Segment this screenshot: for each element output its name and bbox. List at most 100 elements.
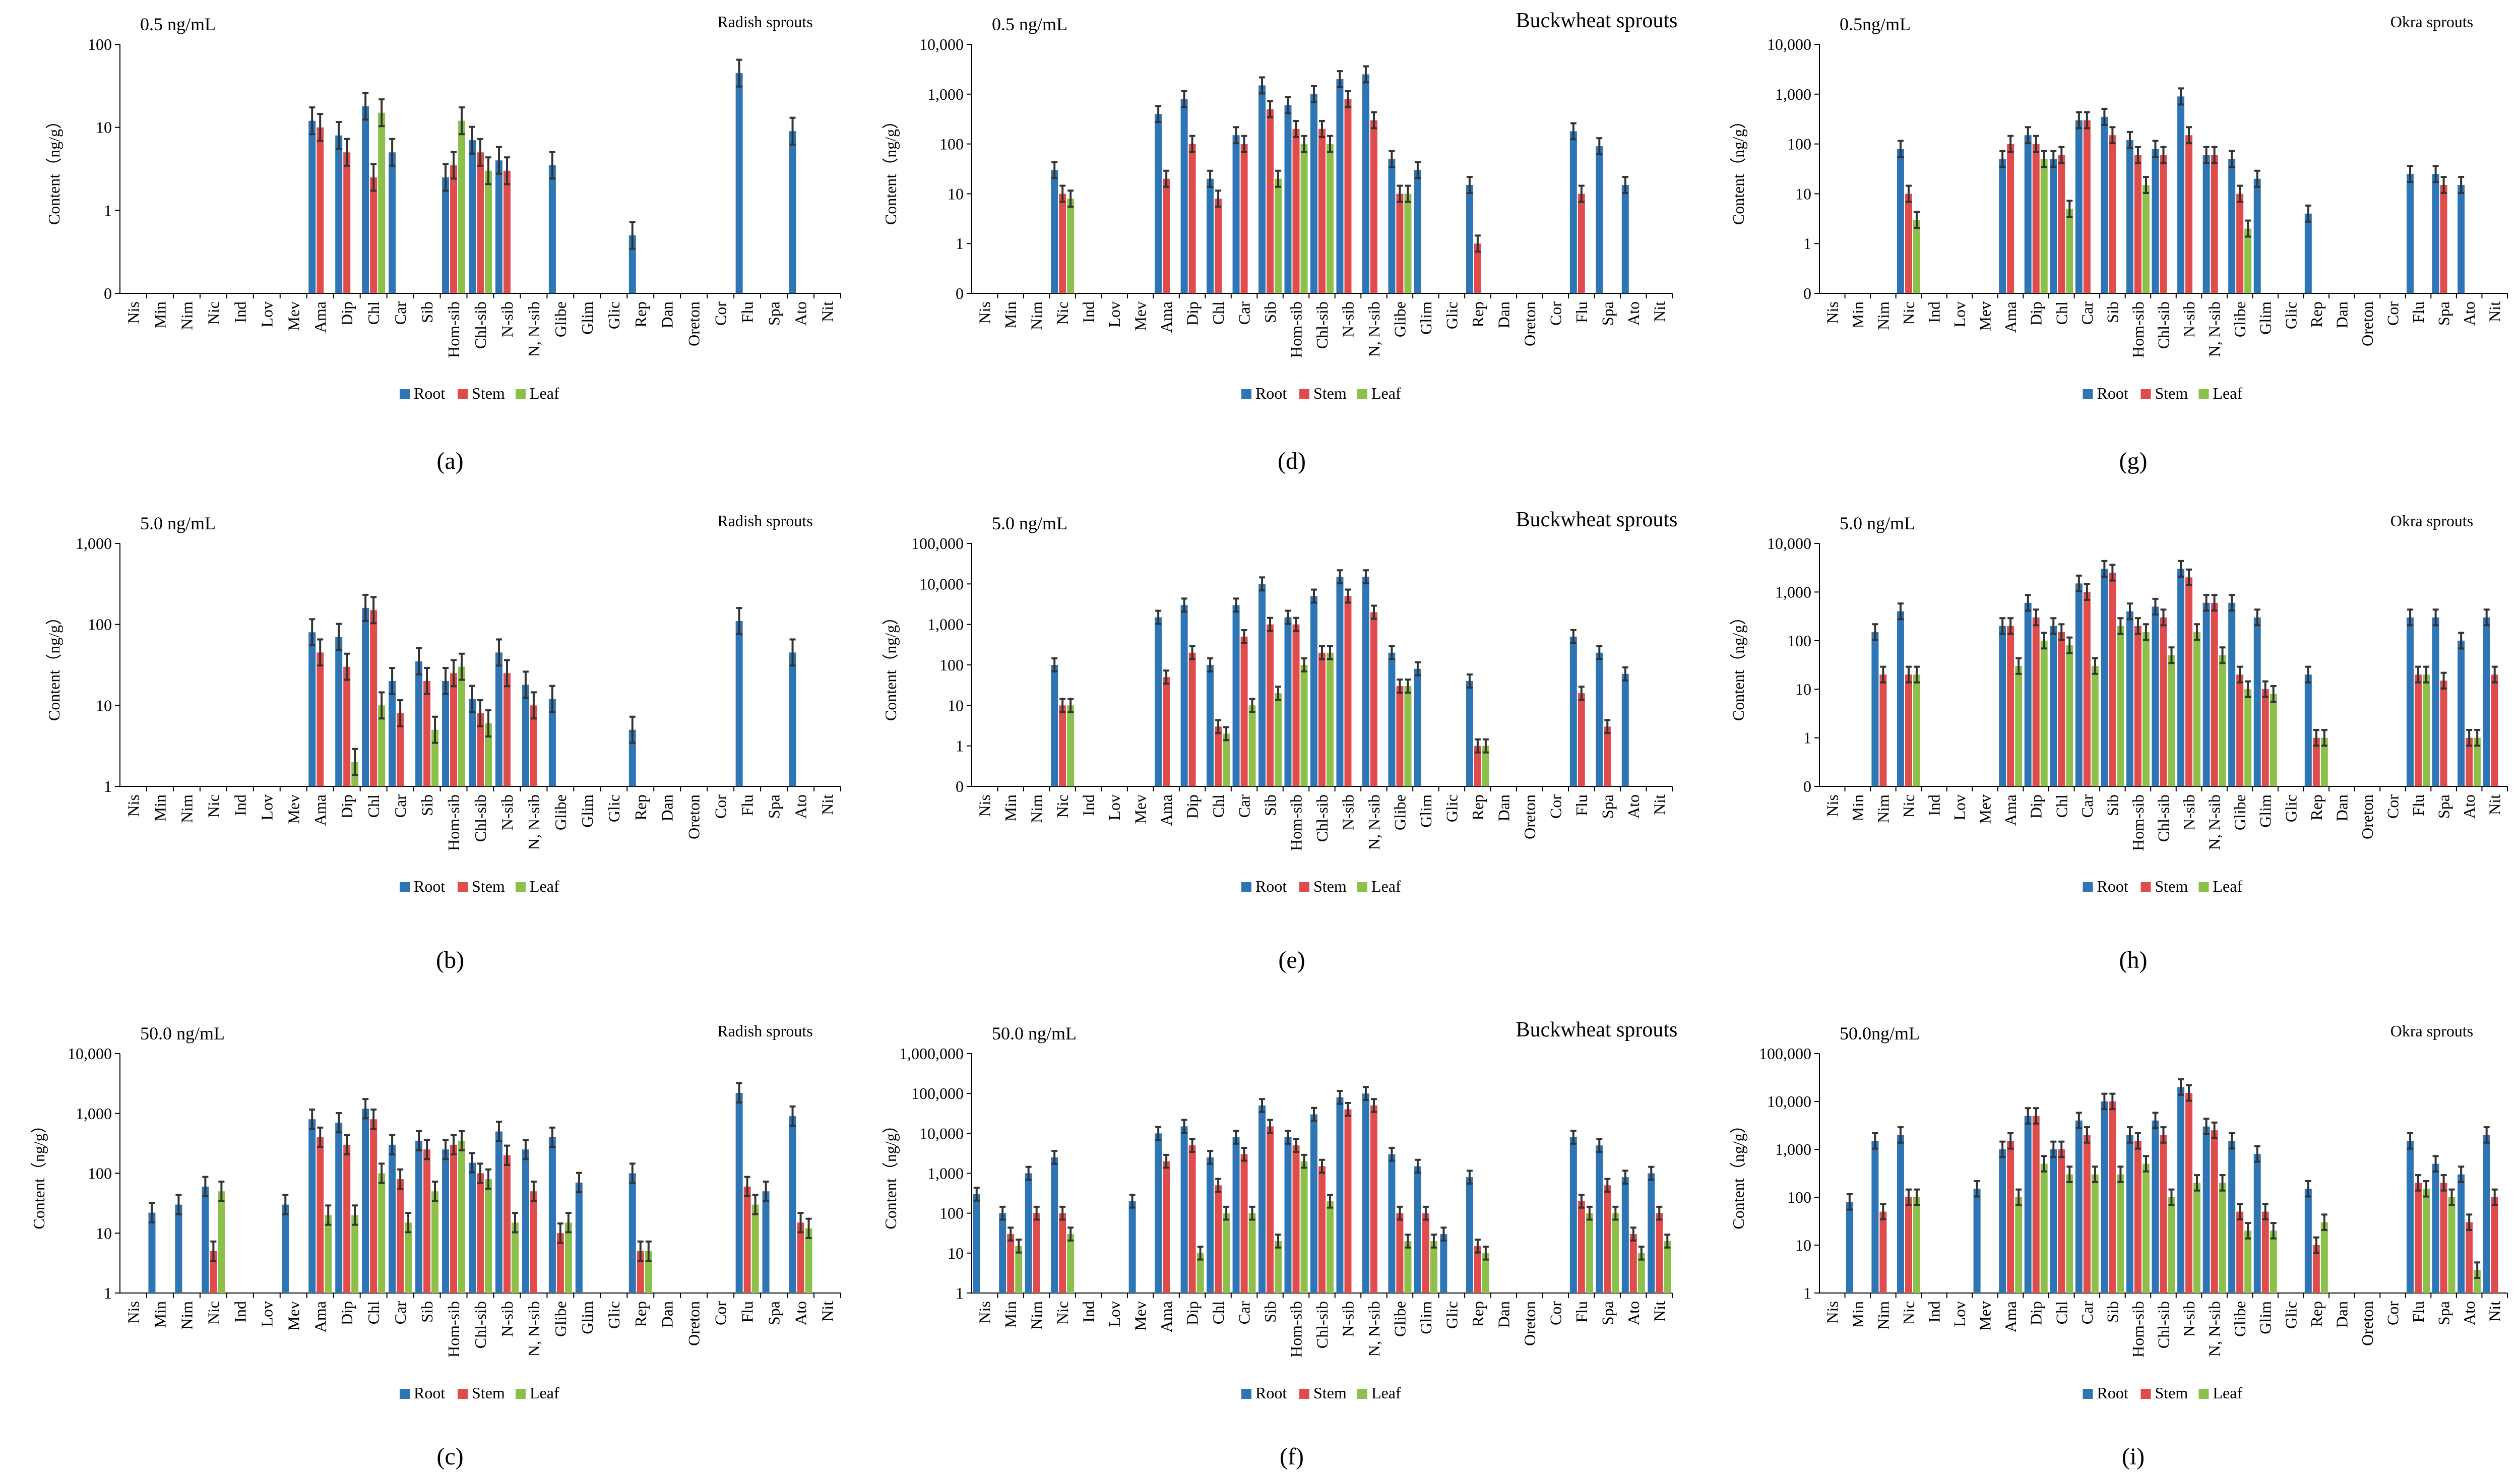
- y-tick-label: 10: [948, 184, 964, 203]
- error-bar: [629, 1162, 636, 1184]
- x-tick-label: Cor: [1546, 794, 1564, 819]
- x-tick-label: Chl-sib: [1313, 301, 1331, 349]
- x-tick-label: N-sib: [2180, 794, 2198, 830]
- x-tick-label: Glibe: [551, 794, 570, 830]
- bar-leaf-Ato: [2474, 737, 2481, 786]
- bar-root-Chl: [1207, 665, 1214, 786]
- legend-swatch-leaf: [1357, 1389, 1367, 1399]
- x-tick-label: Rep: [2307, 794, 2325, 821]
- error-bar: [2007, 135, 2014, 153]
- bar-root-Chl: [2050, 159, 2057, 293]
- error-bar: [2237, 184, 2243, 203]
- concentration-label: 50.0 ng/mL: [992, 1023, 1077, 1043]
- bar-root-Nim: [1871, 632, 1879, 786]
- bar-root-Chl-sib: [469, 1162, 476, 1293]
- bar-root-Min: [1846, 1202, 1853, 1293]
- error-bar: [1301, 1153, 1307, 1169]
- x-tick-label: N, N-sib: [525, 794, 543, 850]
- y-tick-label: 1,000: [1775, 85, 1811, 103]
- bar-stem-Flu: [1578, 194, 1585, 293]
- x-tick-label: Ind: [1925, 794, 1943, 816]
- bar-root-Spa: [2432, 174, 2439, 293]
- error-bar: [1249, 698, 1255, 713]
- bar-root-Ama: [1155, 617, 1162, 786]
- legend-swatch-stem: [458, 389, 468, 399]
- error-bar: [2423, 665, 2430, 684]
- error-bar: [1311, 85, 1317, 103]
- bar-leaf-Glibe: [2244, 228, 2252, 293]
- legend: Root Stem Leaf: [1241, 1384, 1401, 1402]
- error-bar: [503, 156, 510, 186]
- legend-label: Stem: [1313, 877, 1347, 895]
- bar-root-Nim: [1871, 1141, 1879, 1293]
- x-tick-label: Chl-sib: [2155, 301, 2173, 349]
- bar-leaf-Nit: [1664, 1241, 1671, 1293]
- x-tick-label: Dip: [338, 1301, 356, 1325]
- error-bar: [2491, 665, 2498, 684]
- bar-stem-Chl: [2058, 632, 2065, 786]
- error-bar: [2101, 560, 2108, 578]
- bar-leaf-Chl-sib: [1327, 652, 1334, 786]
- bar-root-Glim: [575, 1182, 583, 1293]
- x-tick-label: Mev: [1976, 1301, 1994, 1331]
- bar-root-Flu: [2407, 1141, 2414, 1293]
- bar-root-Nit: [2483, 617, 2490, 786]
- x-tick-label: Min: [1849, 1301, 1867, 1328]
- bar-leaf-Dip: [2040, 1163, 2048, 1293]
- bar-root-Car: [2075, 1120, 2083, 1293]
- error-bar: [2109, 1092, 2116, 1111]
- legend-label: Root: [414, 1384, 445, 1402]
- x-tick-label: Lov: [1950, 794, 1969, 821]
- x-tick-label: Chl-sib: [2155, 794, 2173, 842]
- x-tick-label: Sib: [2103, 794, 2121, 816]
- error-bar: [1612, 1205, 1619, 1221]
- bar-stem-N, N-sib: [2211, 155, 2218, 293]
- bar-root-Mev: [1128, 1201, 1136, 1293]
- error-bar: [389, 667, 396, 695]
- error-bar: [1405, 184, 1411, 203]
- x-tick-label: Rep: [632, 794, 650, 821]
- legend-swatch-stem: [1299, 1389, 1309, 1399]
- x-tick-label: Ind: [1925, 301, 1943, 323]
- x-tick-label: Flu: [1572, 794, 1591, 816]
- error-bar: [973, 1187, 980, 1202]
- bar-stem-Glibe: [2236, 194, 2244, 293]
- error-bar: [576, 1172, 582, 1194]
- x-tick-label: Spa: [765, 1301, 783, 1325]
- bar-leaf-Nic: [1913, 220, 1920, 293]
- bar-stem-Ama: [2007, 1141, 2014, 1293]
- error-bar: [2458, 176, 2465, 194]
- legend-swatch-leaf: [516, 389, 526, 399]
- bar-root-Glibe: [1388, 1154, 1396, 1293]
- bar-stem-Car: [2083, 592, 2091, 786]
- x-tick-label: Hom-sib: [2129, 794, 2147, 851]
- x-tick-label: Nim: [1028, 794, 1046, 823]
- error-bar: [2178, 560, 2184, 578]
- y-axis-label: Content（ng/g）: [1729, 1117, 1747, 1229]
- error-bar: [2058, 623, 2065, 641]
- y-tick-label: 1,000: [927, 1164, 964, 1183]
- bar-stem-N, N-sib: [1370, 612, 1377, 786]
- error-bar: [805, 1217, 812, 1240]
- error-bar: [2415, 665, 2422, 684]
- bar-leaf-Flu: [1586, 1213, 1593, 1293]
- error-bar: [459, 106, 465, 136]
- bar-root-Ato: [2458, 185, 2465, 293]
- bar-root-Ato: [1621, 185, 1629, 293]
- x-tick-label: Dan: [1494, 301, 1513, 328]
- error-bar: [1293, 617, 1299, 632]
- x-tick-label: Nic: [1900, 301, 1918, 325]
- bar-root-Glim: [2253, 1154, 2261, 1293]
- error-bar: [379, 691, 385, 720]
- legend-swatch-stem: [1299, 389, 1309, 399]
- error-bar: [2474, 1261, 2481, 1279]
- error-bar: [2050, 617, 2057, 635]
- chart-panel-a: 0 1 10 100 Content（ng/g） Nis Min Nim Nic Ind Lov Me…: [45, 13, 841, 474]
- chart-panel-g: 0 1 10 100 1,000 10,000 Content（ng/g） Nis Min Nim…: [1729, 13, 2508, 474]
- bar-root-Rep: [2304, 1189, 2312, 1293]
- error-bar: [1370, 1098, 1377, 1113]
- x-tick-label: Lov: [1105, 301, 1123, 328]
- bar-leaf-Nic: [1913, 674, 1920, 786]
- legend-swatch-root: [2083, 882, 2093, 892]
- bar-stem-Spa: [2440, 1183, 2447, 1293]
